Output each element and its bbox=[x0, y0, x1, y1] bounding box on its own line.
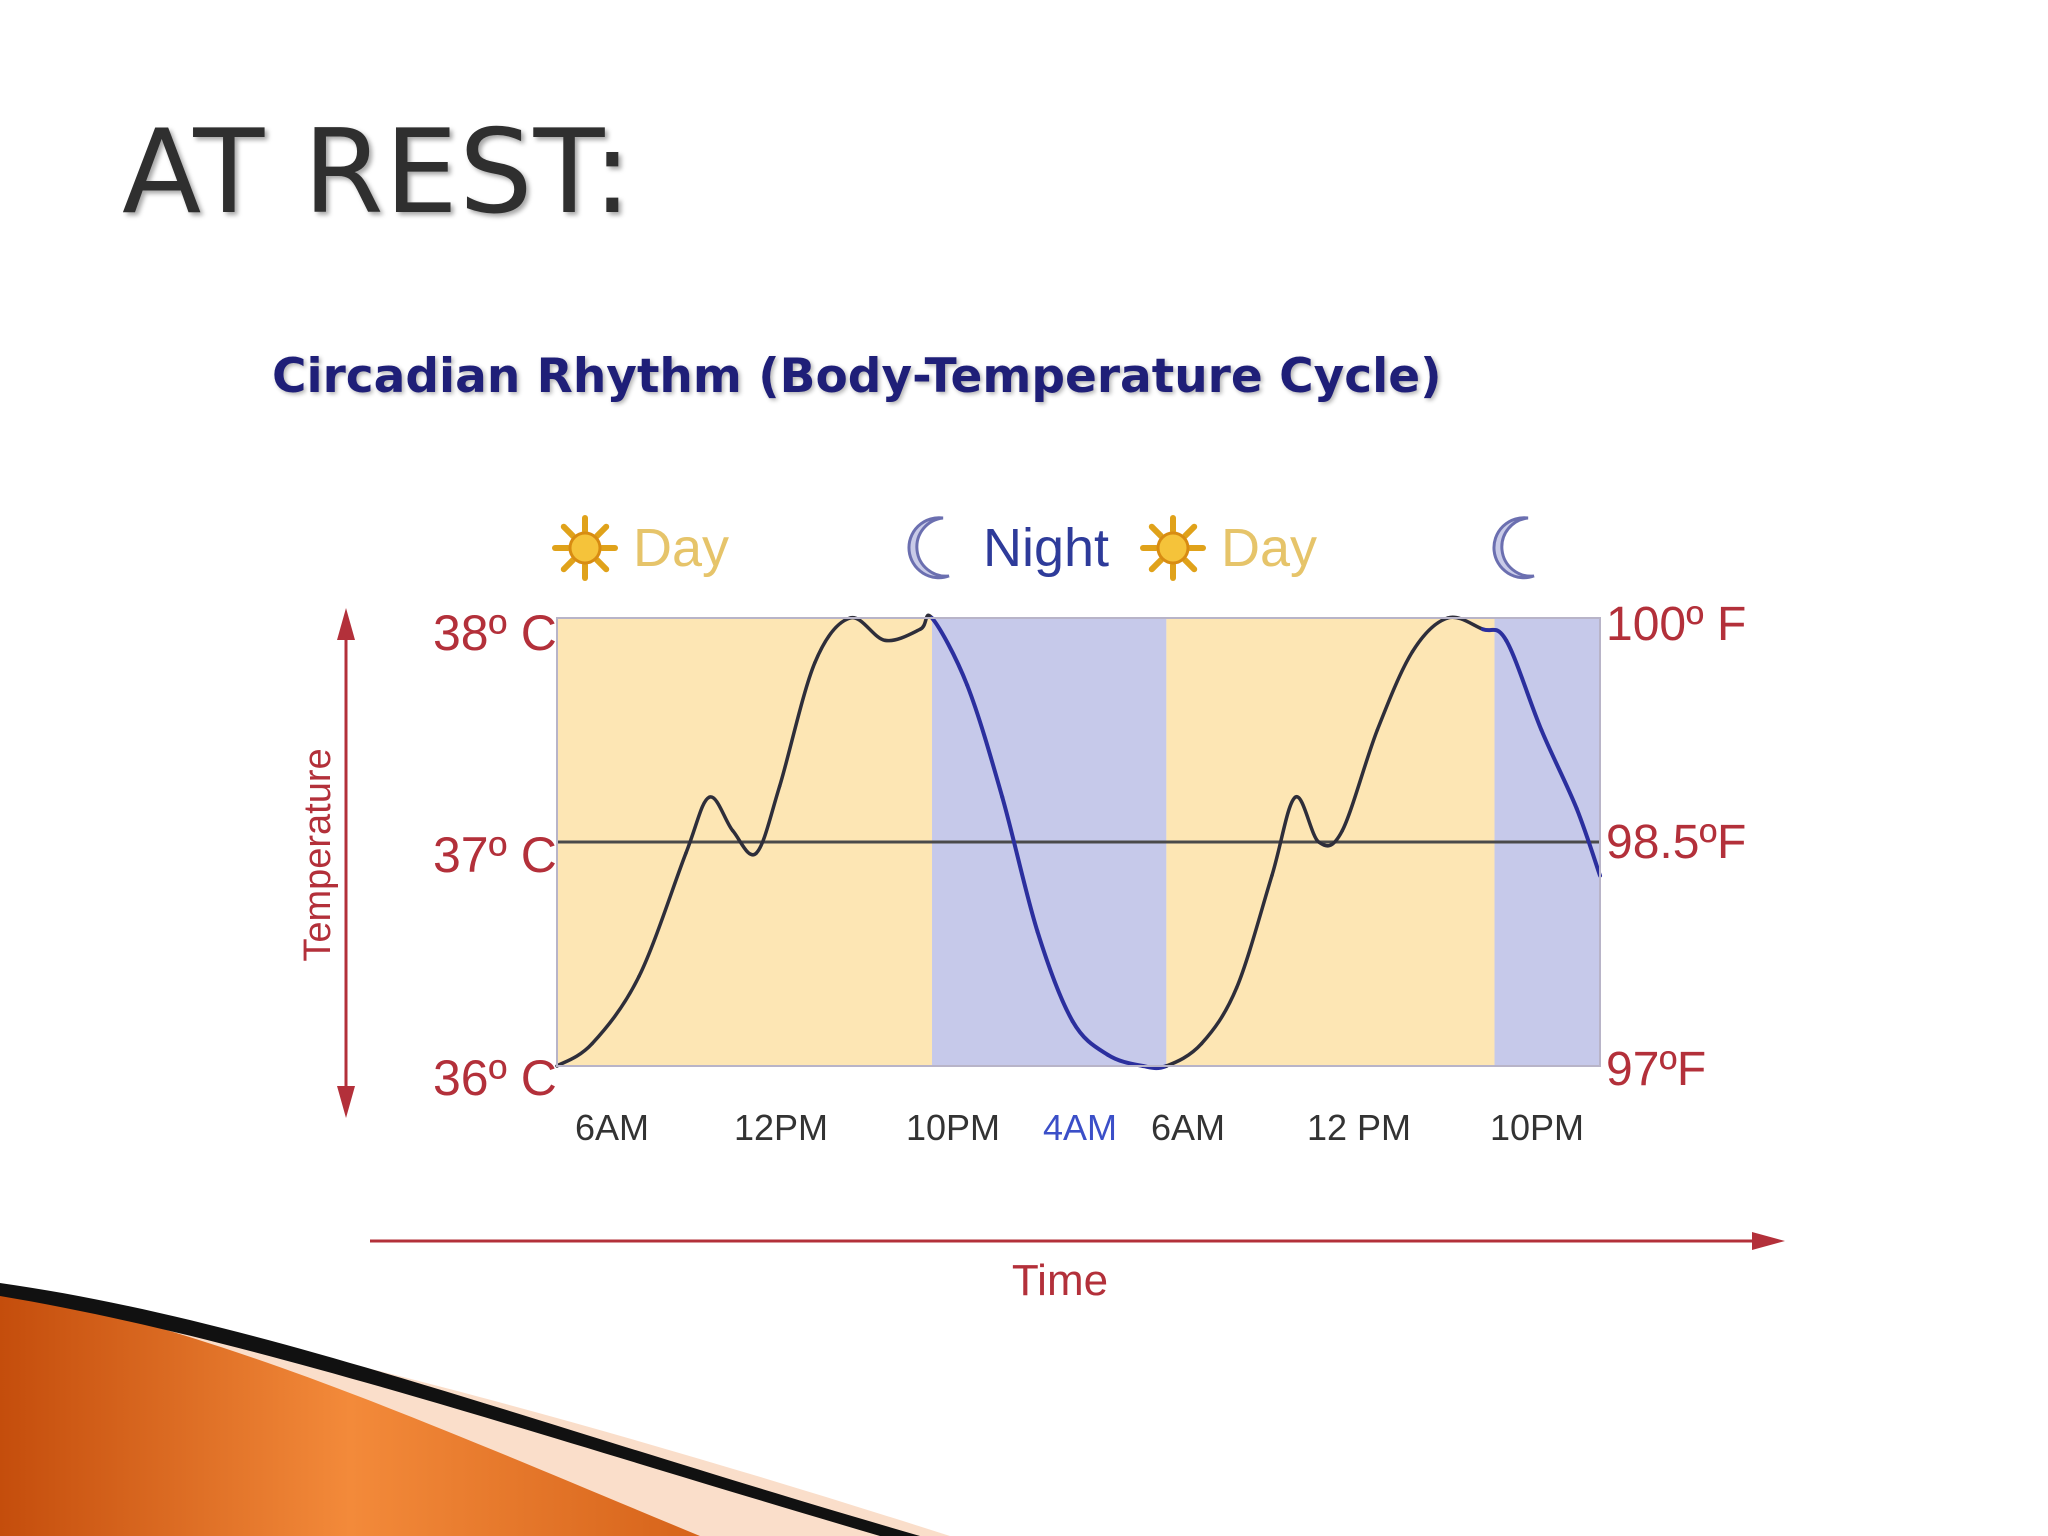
moon-icon bbox=[907, 516, 950, 580]
y-left-tick-38: 38º C bbox=[433, 605, 557, 661]
curve-segment bbox=[731, 829, 758, 857]
curve-segment bbox=[930, 616, 970, 688]
curve-segment bbox=[637, 851, 688, 979]
y-left-tick-36: 36º C bbox=[433, 1050, 557, 1106]
curve-segment bbox=[1316, 829, 1344, 848]
y-right-tick-100: 100º F bbox=[1606, 598, 1746, 651]
y-left-tick-37: 37º C bbox=[433, 827, 557, 883]
curve-segment bbox=[1340, 728, 1380, 833]
sun-icon bbox=[1140, 515, 1206, 581]
curve-segment bbox=[1035, 929, 1075, 1024]
swoosh-dark-stroke bbox=[0, 1283, 920, 1536]
x-tick-label: 4AM bbox=[1043, 1107, 1117, 1148]
x-tick-label: 12 PM bbox=[1307, 1107, 1411, 1148]
curve-segment bbox=[707, 795, 735, 833]
x-axis-arrow bbox=[370, 1232, 1785, 1250]
curve-segment bbox=[965, 683, 1005, 800]
curve-segment bbox=[1270, 795, 1298, 878]
curve-segment bbox=[813, 616, 852, 665]
curve-segment bbox=[1293, 795, 1321, 844]
curve-segment bbox=[1234, 873, 1274, 990]
curve-segment bbox=[1480, 627, 1509, 643]
period-label-day: Day bbox=[1221, 518, 1317, 578]
x-tick-labels: 6AM 12PM 10PM 4AM 6AM 12 PM 10PM bbox=[575, 1107, 1584, 1148]
swoosh-orange bbox=[0, 1290, 700, 1536]
curve-segment bbox=[1199, 985, 1239, 1046]
curve-segment bbox=[1410, 616, 1450, 654]
curve-segment bbox=[1070, 1019, 1110, 1057]
y-right-tick-97: 97ºF bbox=[1606, 1043, 1706, 1096]
curve-segment bbox=[883, 627, 923, 643]
period-labels: Day Night Day bbox=[552, 515, 1535, 581]
plot-frame bbox=[556, 617, 1601, 1067]
x-tick-label: 12PM bbox=[734, 1107, 828, 1148]
moon-icon bbox=[1492, 516, 1535, 580]
y-axis-arrow bbox=[337, 608, 355, 1118]
curve-segment bbox=[590, 974, 641, 1046]
sun-icon bbox=[552, 515, 618, 581]
x-axis-label: Time bbox=[1012, 1256, 1108, 1305]
curve-segment bbox=[1375, 649, 1415, 732]
x-tick-label: 10PM bbox=[1490, 1107, 1584, 1148]
curve-segment bbox=[777, 661, 817, 788]
curve-segment bbox=[1574, 806, 1602, 878]
x-tick-label: 10PM bbox=[906, 1107, 1000, 1148]
y-right-tick-98-5: 98.5ºF bbox=[1606, 816, 1746, 869]
period-label-night: Night bbox=[983, 518, 1109, 578]
curve-segment bbox=[684, 795, 712, 855]
chart-title: Circadian Rhythm (Body-Temperature Cycle… bbox=[272, 349, 1442, 404]
curve-segment bbox=[1504, 638, 1544, 732]
period-label-day: Day bbox=[633, 518, 729, 578]
curve-segment bbox=[1539, 728, 1579, 811]
y-axis-label: Temperature bbox=[297, 748, 339, 961]
curve-segment bbox=[754, 784, 782, 855]
curve-segment bbox=[1000, 795, 1040, 934]
slide-title: AT REST: bbox=[122, 105, 633, 240]
x-tick-label: 6AM bbox=[575, 1107, 649, 1148]
x-tick-label: 6AM bbox=[1151, 1107, 1225, 1148]
